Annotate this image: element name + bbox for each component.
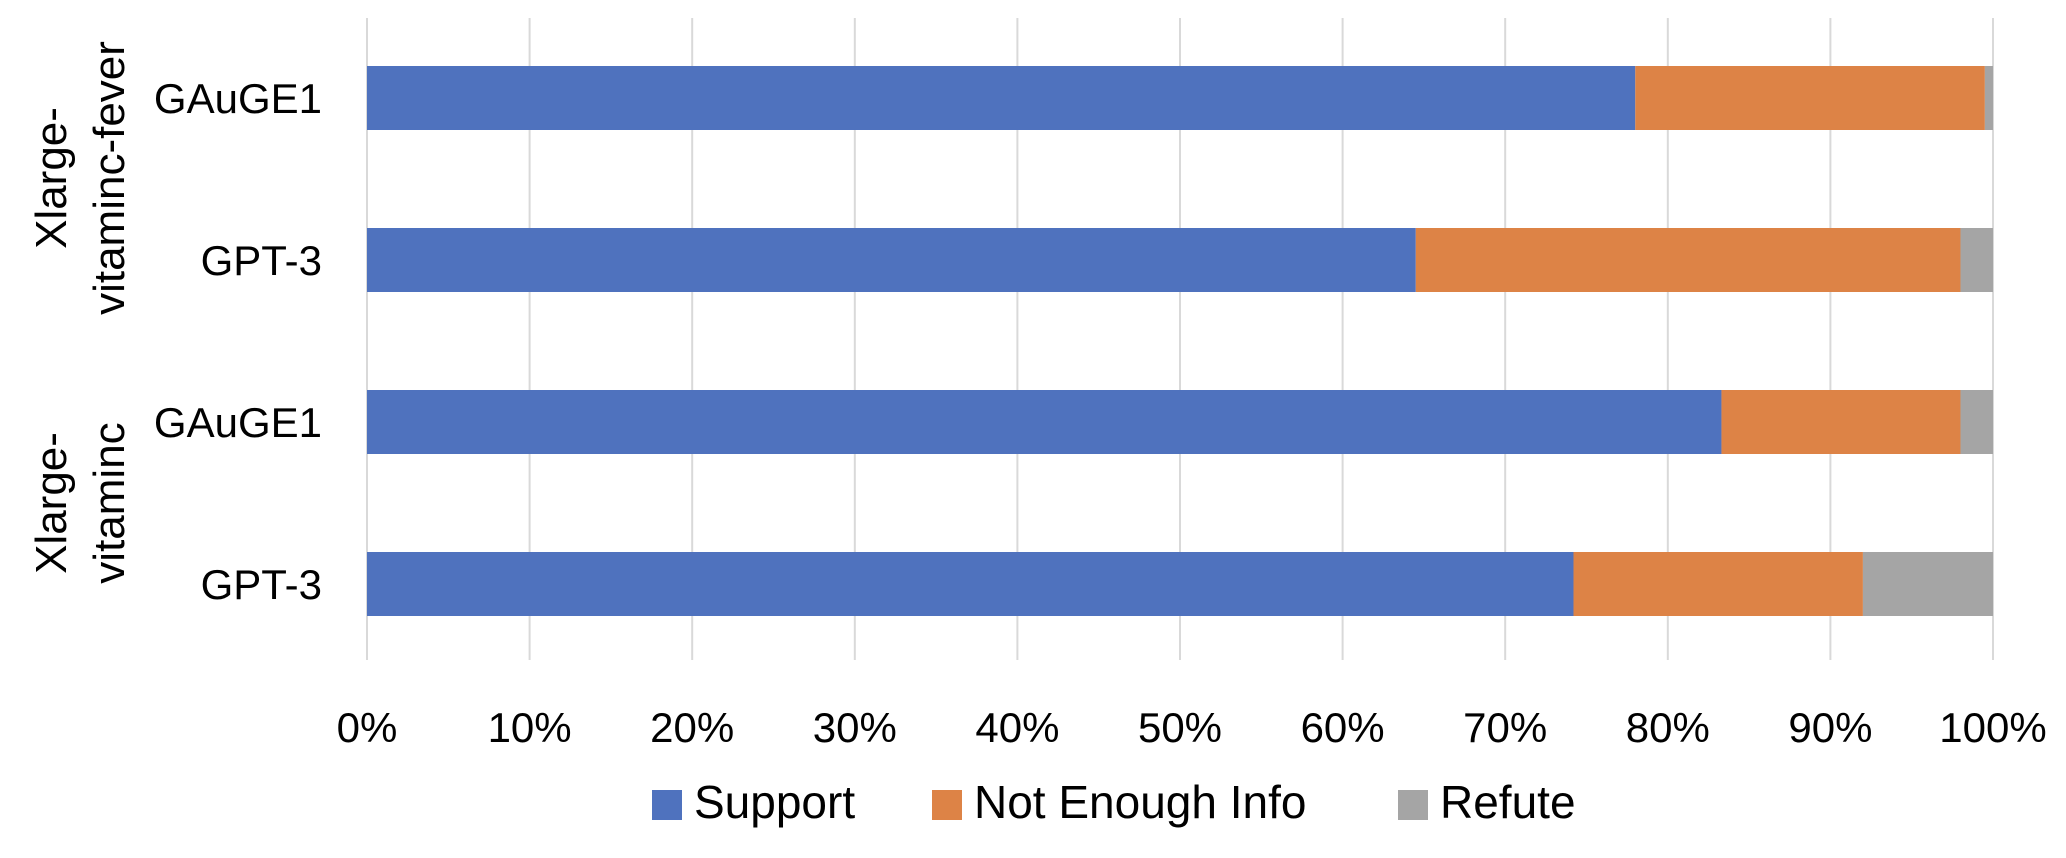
legend-swatch-support [652, 790, 682, 820]
group-label-line: vitaminc [85, 422, 134, 583]
group-label-line: vitaminc-fever [85, 41, 134, 315]
category-label: GPT-3 [201, 237, 322, 284]
x-tick-label: 50% [1138, 704, 1222, 751]
category-label: GAuGE1 [154, 75, 322, 122]
x-tick-label: 100% [1939, 704, 2046, 751]
bar-refute-row-3 [1960, 390, 1993, 454]
x-tick-label: 40% [975, 704, 1059, 751]
x-tick-label: 20% [650, 704, 734, 751]
bar-not-enough-info-row-2 [1415, 228, 1961, 292]
bar-support-row-2 [367, 228, 1416, 292]
category-label: GAuGE1 [154, 399, 322, 446]
category-labels: GAuGE1 GPT-3 GAuGE1 GPT-3 [154, 75, 322, 608]
x-tick-label: 10% [488, 704, 572, 751]
legend-label: Refute [1440, 776, 1576, 828]
group-label-line: Xlarge- [27, 107, 76, 249]
x-tick-label: 90% [1788, 704, 1872, 751]
legend-swatch-refute [1398, 790, 1428, 820]
legend-swatch-not-enough-info [932, 790, 962, 820]
x-tick-label: 30% [813, 704, 897, 751]
bar-support-row-3 [367, 390, 1722, 454]
bar-support-row-1 [367, 66, 1636, 130]
bar-refute-row-1 [1984, 66, 1993, 130]
legend: Support Not Enough Info Refute [652, 776, 1576, 828]
x-tick-label: 0% [337, 704, 398, 751]
x-axis-ticks: 0% 10% 20% 30% 40% 50% 60% 70% 80% 90% 100% [337, 704, 2047, 751]
bar-not-enough-info-row-4 [1573, 552, 1863, 616]
legend-label: Support [694, 776, 855, 828]
x-tick-label: 70% [1463, 704, 1547, 751]
category-label: GPT-3 [201, 561, 322, 608]
bar-refute-row-4 [1862, 552, 1993, 616]
legend-label: Not Enough Info [974, 776, 1306, 828]
x-tick-label: 80% [1626, 704, 1710, 751]
bar-not-enough-info-row-1 [1635, 66, 1985, 130]
bars [367, 66, 1993, 616]
group-label-line: Xlarge- [27, 432, 76, 574]
x-tick-label: 60% [1301, 704, 1385, 751]
bar-not-enough-info-row-3 [1721, 390, 1961, 454]
bar-refute-row-2 [1960, 228, 1993, 292]
bar-support-row-4 [367, 552, 1574, 616]
